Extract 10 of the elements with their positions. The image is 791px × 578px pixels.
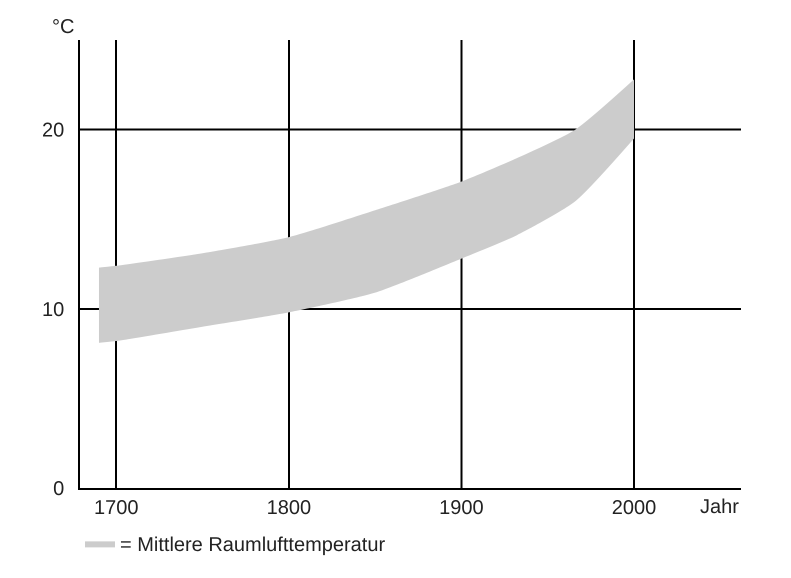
x-tick-label: 1800 bbox=[266, 496, 312, 519]
x-tick-label: 1700 bbox=[94, 496, 138, 519]
y-tick-label: 0 bbox=[53, 478, 64, 500]
x-tick-label: 1900 bbox=[439, 496, 484, 519]
y-tick-label: 20 bbox=[42, 120, 64, 142]
x-axis-title: Jahr bbox=[700, 496, 740, 518]
x-tick-label: 2000 bbox=[612, 496, 656, 519]
y-axis-title: °C bbox=[52, 16, 74, 38]
legend-label: = Mittlere Raumlufttemperatur bbox=[120, 534, 386, 556]
y-tick-label: 10 bbox=[42, 298, 64, 321]
